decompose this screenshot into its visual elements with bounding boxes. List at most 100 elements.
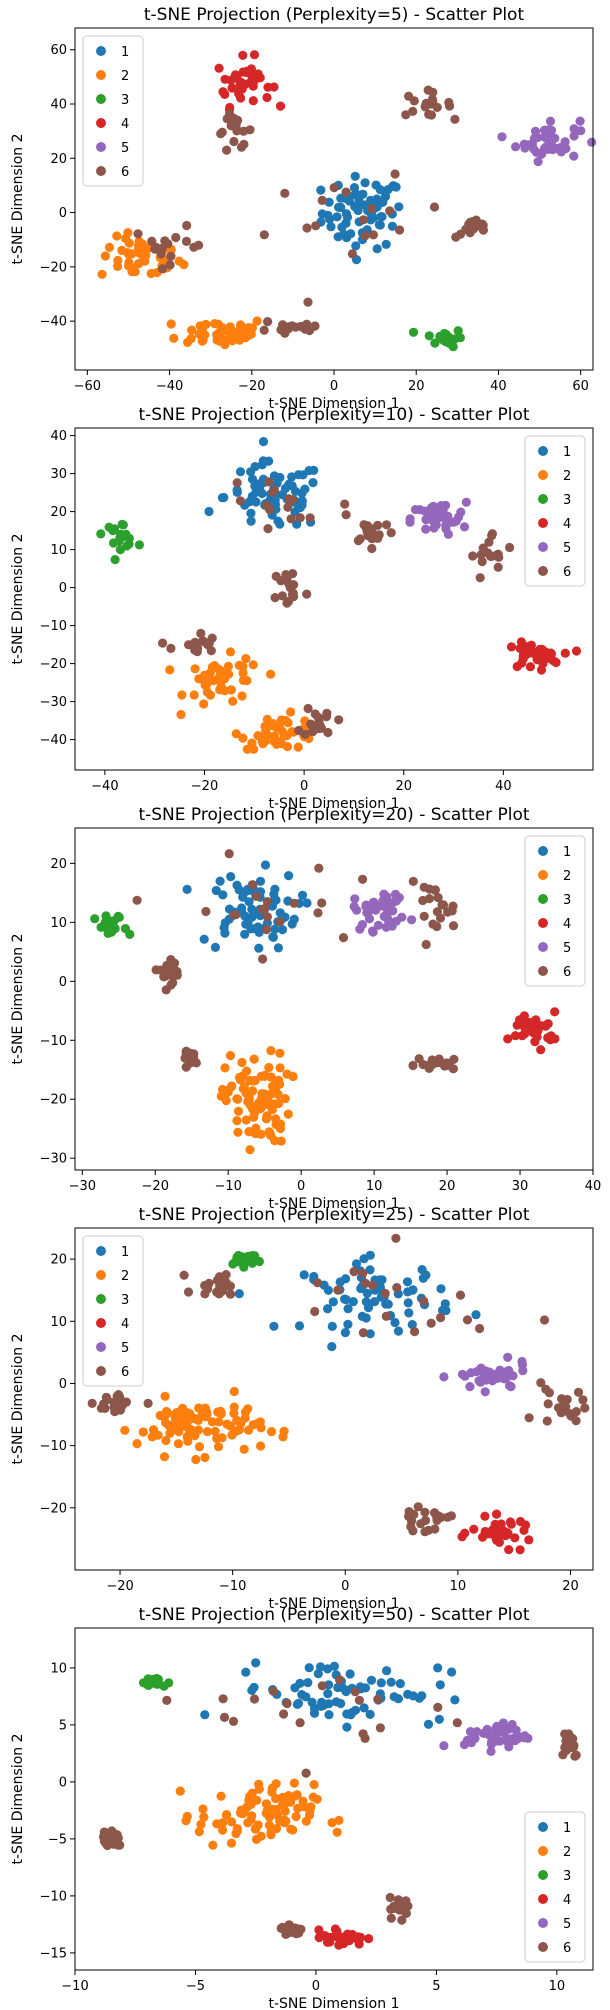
data-point-series-6 (303, 703, 313, 714)
data-point-series-6 (249, 1694, 260, 1704)
data-point-series-6 (221, 1270, 231, 1280)
data-point-series-5 (504, 1724, 514, 1734)
legend-entry-label: 5 (563, 941, 571, 956)
legend-marker (96, 118, 106, 128)
data-point-series-2 (236, 1805, 246, 1815)
points-layer (96, 437, 582, 754)
data-point-series-3 (448, 342, 458, 352)
data-point-series-4 (491, 1523, 501, 1533)
data-point-series-5 (533, 157, 543, 167)
data-point-series-3 (453, 326, 463, 336)
data-point-series-6 (179, 1270, 189, 1280)
legend-marker (96, 142, 106, 152)
data-point-series-1 (341, 209, 351, 219)
data-point-series-6 (181, 236, 192, 246)
data-point-series-1 (395, 1679, 405, 1689)
data-point-series-4 (560, 648, 570, 658)
legend-marker (538, 846, 548, 856)
data-point-series-4 (314, 1933, 324, 1943)
data-point-series-5 (364, 914, 375, 924)
data-point-series-6 (314, 863, 324, 873)
data-point-series-6 (375, 1723, 385, 1733)
legend-entry-label: 6 (563, 1941, 571, 1956)
data-point-series-6 (446, 1511, 456, 1521)
data-point-series-6 (391, 1233, 401, 1243)
y-tick-label: 0 (59, 1775, 67, 1790)
legend-entry-label: 5 (563, 541, 571, 556)
data-point-series-2 (166, 1425, 176, 1435)
x-tick-label: 40 (490, 379, 507, 394)
data-point-series-2 (298, 1796, 308, 1806)
data-point-series-6 (101, 1392, 111, 1402)
data-point-series-5 (510, 142, 521, 152)
data-point-series-5 (503, 1352, 513, 1362)
data-point-series-1 (260, 860, 271, 870)
y-tick-label: 10 (50, 916, 67, 931)
legend-box (524, 1811, 586, 1963)
data-point-series-6 (268, 1686, 278, 1696)
data-point-series-4 (469, 1524, 479, 1534)
data-point-series-6 (475, 573, 485, 583)
x-axis-label: t-SNE Dimension 1 (269, 796, 400, 812)
data-point-series-6 (214, 1289, 224, 1299)
legend-entry-label: 3 (563, 1869, 571, 1884)
data-point-series-2 (249, 1112, 259, 1122)
data-point-series-6 (263, 317, 273, 327)
data-point-series-6 (166, 643, 176, 654)
x-tick-label: 10 (366, 1179, 383, 1194)
x-tick-label: −40 (156, 379, 183, 394)
data-point-series-6 (409, 96, 419, 106)
data-point-series-4 (262, 92, 272, 103)
data-point-series-1 (366, 1675, 377, 1685)
data-point-series-2 (183, 1436, 193, 1446)
data-point-series-6 (212, 1275, 222, 1285)
data-point-series-1 (234, 1289, 244, 1299)
data-point-series-2 (275, 1816, 285, 1826)
y-tick-label: 40 (50, 429, 67, 444)
data-point-series-3 (103, 924, 113, 935)
data-point-series-1 (302, 898, 312, 908)
data-point-series-2 (172, 1408, 182, 1418)
data-point-series-1 (447, 1667, 457, 1677)
data-point-series-6 (194, 240, 204, 250)
data-point-series-6 (317, 898, 327, 908)
data-point-series-1 (275, 472, 285, 483)
data-point-series-5 (465, 1382, 475, 1392)
data-point-series-2 (130, 267, 140, 277)
data-point-series-4 (536, 665, 547, 675)
y-tick-label: −10 (40, 1034, 67, 1049)
data-point-series-6 (461, 224, 471, 234)
x-tick-label: 60 (572, 379, 589, 394)
x-tick-label: −40 (91, 779, 118, 794)
data-point-series-1 (435, 1680, 445, 1690)
data-point-series-6 (442, 1060, 453, 1070)
data-point-series-6 (426, 1318, 436, 1328)
legend-entry-label: 3 (121, 1293, 129, 1308)
data-point-series-6 (539, 1315, 550, 1325)
data-point-series-6 (363, 531, 373, 541)
data-point-series-6 (571, 1407, 581, 1417)
legend-entry-label: 4 (121, 117, 129, 132)
data-point-series-6 (224, 849, 234, 859)
y-tick-label: −40 (40, 733, 67, 748)
data-point-series-2 (266, 1046, 276, 1056)
data-point-series-5 (519, 139, 529, 149)
data-point-series-3 (109, 524, 120, 534)
data-point-series-6 (284, 494, 294, 504)
data-point-series-5 (545, 116, 556, 126)
data-point-series-2 (285, 1797, 296, 1807)
data-point-series-1 (232, 485, 242, 495)
data-point-series-2 (293, 1803, 303, 1813)
data-point-series-4 (504, 1545, 514, 1555)
data-point-series-6 (428, 87, 438, 97)
data-point-series-6 (286, 514, 296, 524)
data-point-series-4 (532, 655, 542, 665)
data-point-series-2 (113, 261, 123, 271)
data-point-series-1 (335, 1277, 345, 1287)
data-point-series-2 (121, 233, 131, 244)
data-point-series-1 (332, 212, 342, 222)
data-point-series-2 (227, 1817, 237, 1827)
data-point-series-2 (200, 1452, 210, 1463)
data-point-series-2 (244, 1795, 254, 1805)
data-point-series-6 (264, 477, 274, 487)
